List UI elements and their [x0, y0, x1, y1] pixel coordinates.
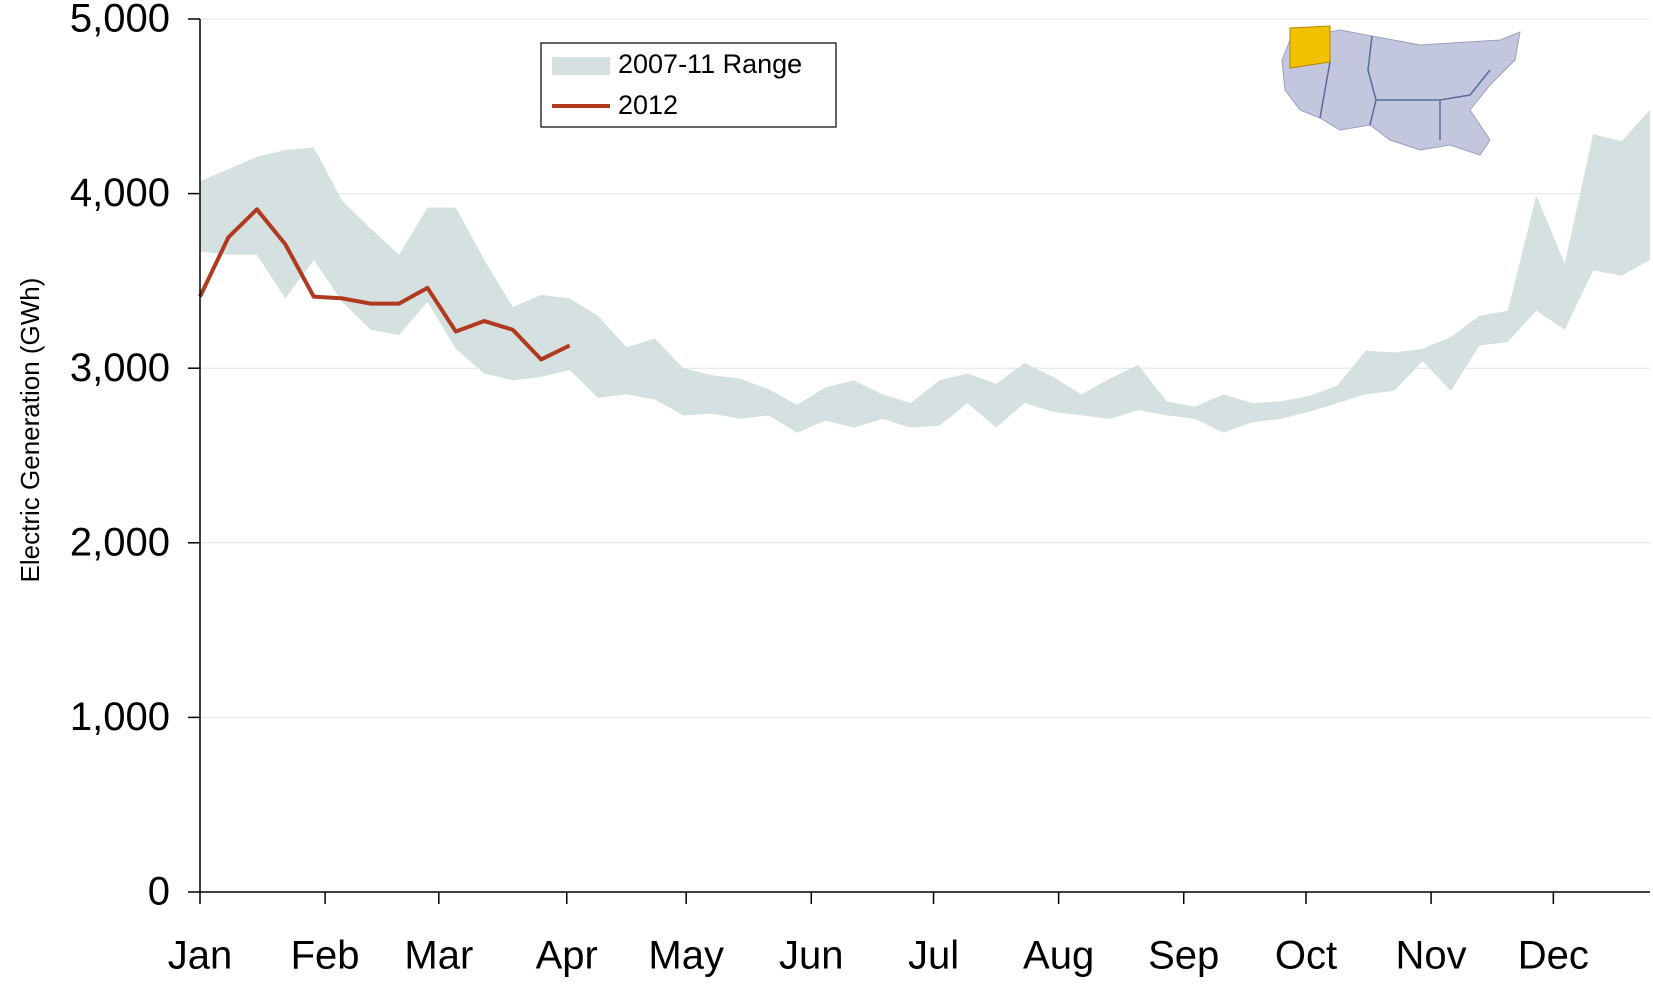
x-tick-label: Jun [779, 934, 844, 978]
y-tick-label: 4,000 [70, 171, 170, 215]
y-tick-label: 0 [148, 870, 170, 914]
map-borders [1319, 35, 1491, 140]
y-tick-label: 1,000 [70, 695, 170, 739]
x-tick-label: Nov [1396, 934, 1467, 978]
range-band [200, 109, 1650, 433]
y-tick-label: 2,000 [70, 520, 170, 564]
y-tick-label: 5,000 [70, 0, 170, 41]
x-tick-label: Oct [1275, 934, 1337, 978]
series-line [198, 207, 571, 362]
x-tick-label: Feb [291, 934, 360, 978]
x-tick-label: Dec [1518, 934, 1589, 978]
map-land [1281, 29, 1521, 156]
x-tick-label: Aug [1023, 934, 1094, 978]
x-tick-label: Apr [536, 934, 598, 978]
map-region [1289, 25, 1331, 69]
us-map-inset [1281, 25, 1521, 156]
y-tick-label: 3,000 [70, 346, 170, 390]
x-tick-label: Jan [168, 934, 233, 978]
legend-label: 2012 [618, 90, 678, 120]
legend-swatch [552, 57, 610, 75]
legend: 2007-11 Range 2012 [540, 42, 837, 128]
x-tick-label: May [648, 934, 724, 978]
y-axis-label: Electric Generation (GWh) [15, 278, 45, 583]
x-tick-label: Sep [1148, 934, 1219, 978]
x-tick-label: Jul [908, 934, 959, 978]
legend-label: 2007-11 Range [618, 49, 802, 79]
x-tick-label: Mar [404, 934, 473, 978]
